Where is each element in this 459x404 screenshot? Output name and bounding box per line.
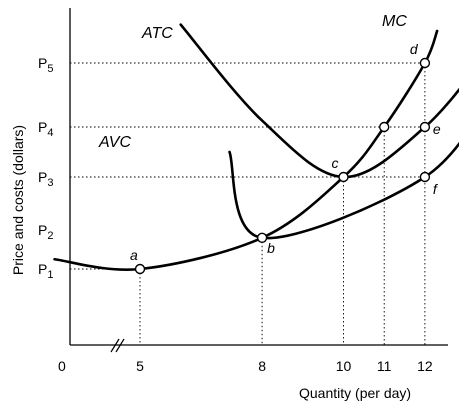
curve-avc: [228, 141, 459, 240]
origin-label: 0: [58, 358, 66, 374]
guide-lines: [70, 62, 426, 345]
x-tick-label-12: 12: [417, 358, 433, 374]
x-tick-label-5: 5: [136, 358, 144, 374]
point-label-a: a: [130, 247, 138, 263]
point-f: [419, 171, 431, 183]
y-tick-label-p3: P3: [38, 169, 53, 189]
axes: [69, 8, 448, 353]
chart-labels: 0 Quantity (per day) Price and costs (do…: [10, 13, 441, 401]
point-d: [419, 57, 431, 69]
curve-label-avc: AVC: [98, 134, 131, 151]
y-axis-title: Price and costs (dollars): [10, 125, 26, 275]
y-tick-label-p4: P4: [38, 119, 53, 139]
point-label-d: d: [410, 41, 419, 57]
point-label-b: b: [267, 240, 275, 256]
axis-break-mark-2: [115, 338, 125, 353]
point-c: [338, 171, 349, 183]
y-tick-label-p2: P2: [38, 222, 53, 242]
curve-label-atc: ATC: [141, 25, 173, 42]
point-label-c: c: [332, 155, 339, 171]
curve-label-mc: MC: [382, 13, 407, 30]
x-tick-label-11: 11: [377, 358, 392, 374]
point-label-f: f: [433, 181, 439, 197]
axis-break-mark-1: [110, 338, 120, 353]
point-b: [256, 232, 268, 244]
point-label-e: e: [433, 121, 441, 137]
curve-points: [134, 57, 431, 275]
point-extra-6: [379, 121, 390, 133]
x-tick-label-8: 8: [258, 358, 266, 374]
x-axis-title: Quantity (per day): [299, 385, 411, 401]
y-tick-label-p5: P5: [38, 55, 53, 75]
point-a: [134, 263, 146, 275]
x-tick-label-10: 10: [336, 358, 352, 374]
y-tick-label-p1: P1: [38, 261, 53, 281]
point-e: [419, 121, 431, 133]
